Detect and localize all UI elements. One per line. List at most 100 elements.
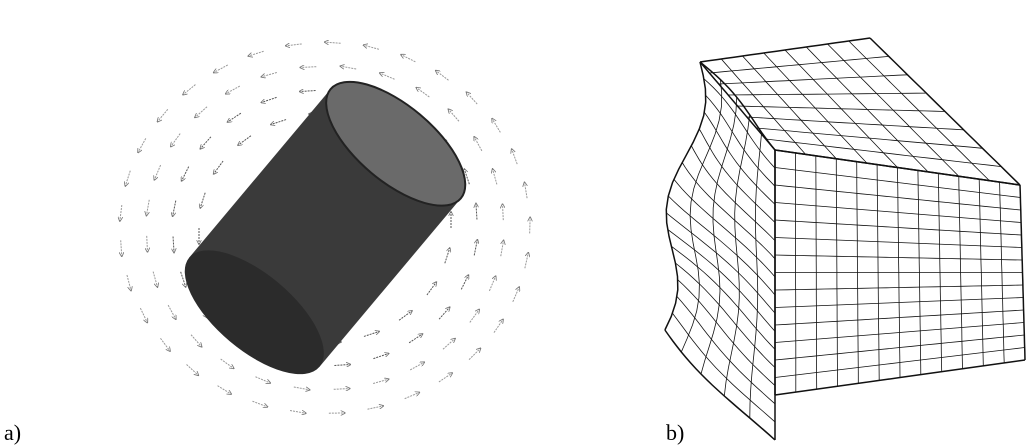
arrow <box>195 107 207 118</box>
mesh-line <box>691 146 775 241</box>
arrow <box>294 387 310 390</box>
arrow <box>368 406 384 409</box>
arrow <box>271 120 286 125</box>
arrow <box>439 307 450 319</box>
arrow <box>525 182 528 198</box>
mesh-line <box>668 230 775 332</box>
arrow <box>445 248 450 263</box>
arrow <box>340 66 356 69</box>
mesh-line <box>728 93 926 95</box>
mesh-line <box>766 139 1002 167</box>
arrow <box>290 411 306 414</box>
arrow <box>154 165 160 180</box>
arrow <box>474 137 482 151</box>
figure: a) b) <box>0 0 1029 447</box>
arrow <box>399 311 412 320</box>
arrow <box>501 240 504 256</box>
arrow <box>513 287 519 302</box>
arrow <box>191 335 202 347</box>
arrow <box>183 85 195 95</box>
arrow <box>153 272 157 287</box>
arrow <box>334 364 350 365</box>
mesh-line <box>704 79 775 168</box>
arrow <box>380 73 395 79</box>
arrow <box>494 319 503 332</box>
mesh-line <box>674 179 775 277</box>
mesh-line <box>704 112 775 204</box>
arrow <box>476 204 477 220</box>
arrow <box>120 205 122 221</box>
arrow <box>147 236 148 252</box>
arrow <box>158 109 168 121</box>
arrow <box>364 331 379 336</box>
arrow <box>373 354 388 359</box>
mesh-line <box>700 38 870 62</box>
mesh-line <box>671 246 775 349</box>
arrow <box>173 201 176 217</box>
arrow <box>228 113 241 122</box>
arrow <box>525 253 528 269</box>
arrow <box>214 65 228 73</box>
mesh-line <box>756 128 982 148</box>
mesh-line <box>668 196 775 295</box>
arrow <box>492 119 500 133</box>
arrow <box>493 169 497 184</box>
arrow <box>221 359 234 368</box>
arrow <box>401 55 415 62</box>
arrow <box>125 171 130 186</box>
arrow <box>255 377 270 383</box>
arrow <box>138 138 146 152</box>
arrow <box>140 308 147 322</box>
arrow <box>160 338 170 351</box>
arrow <box>248 51 263 56</box>
arrow <box>286 44 302 46</box>
arrow <box>121 240 122 256</box>
arrow <box>503 204 504 220</box>
arrow <box>171 134 180 147</box>
arrow <box>214 161 223 174</box>
mesh-line <box>719 75 908 84</box>
mesh <box>665 38 1025 440</box>
arrow <box>474 240 477 256</box>
arrow <box>439 373 452 382</box>
arrow <box>410 362 424 370</box>
arrow <box>436 71 449 81</box>
arrow <box>409 334 422 343</box>
mesh-line <box>673 313 776 422</box>
arrow <box>218 386 232 394</box>
arrow <box>334 389 350 390</box>
arrow <box>187 364 199 375</box>
mesh-line <box>738 106 946 112</box>
arrow <box>238 136 251 145</box>
arrow <box>300 91 316 92</box>
panel-label: a) <box>4 420 21 445</box>
arrow <box>300 67 316 68</box>
panel-label: b) <box>666 420 684 445</box>
mesh-line <box>682 163 775 259</box>
arrow <box>448 109 459 121</box>
mesh-line <box>709 56 888 73</box>
arrow <box>373 379 388 383</box>
arrow <box>200 193 205 208</box>
arrow <box>261 97 276 102</box>
arrow <box>469 348 480 359</box>
arrow <box>461 275 468 289</box>
arrow <box>200 137 211 149</box>
arrow <box>443 339 455 350</box>
arrow <box>182 167 189 181</box>
mesh-line <box>666 213 775 313</box>
mesh-line <box>750 132 762 418</box>
arrow <box>168 305 176 319</box>
arrow <box>364 45 379 49</box>
arrow <box>466 92 477 104</box>
arrow <box>470 309 479 322</box>
mesh-line <box>675 263 775 368</box>
arrow <box>252 401 267 407</box>
cylinder <box>165 60 485 396</box>
arrow <box>325 42 341 43</box>
arrow <box>261 72 276 76</box>
arrow <box>226 86 240 94</box>
arrow <box>146 200 149 216</box>
arrow <box>427 282 436 295</box>
arrow <box>416 88 429 97</box>
